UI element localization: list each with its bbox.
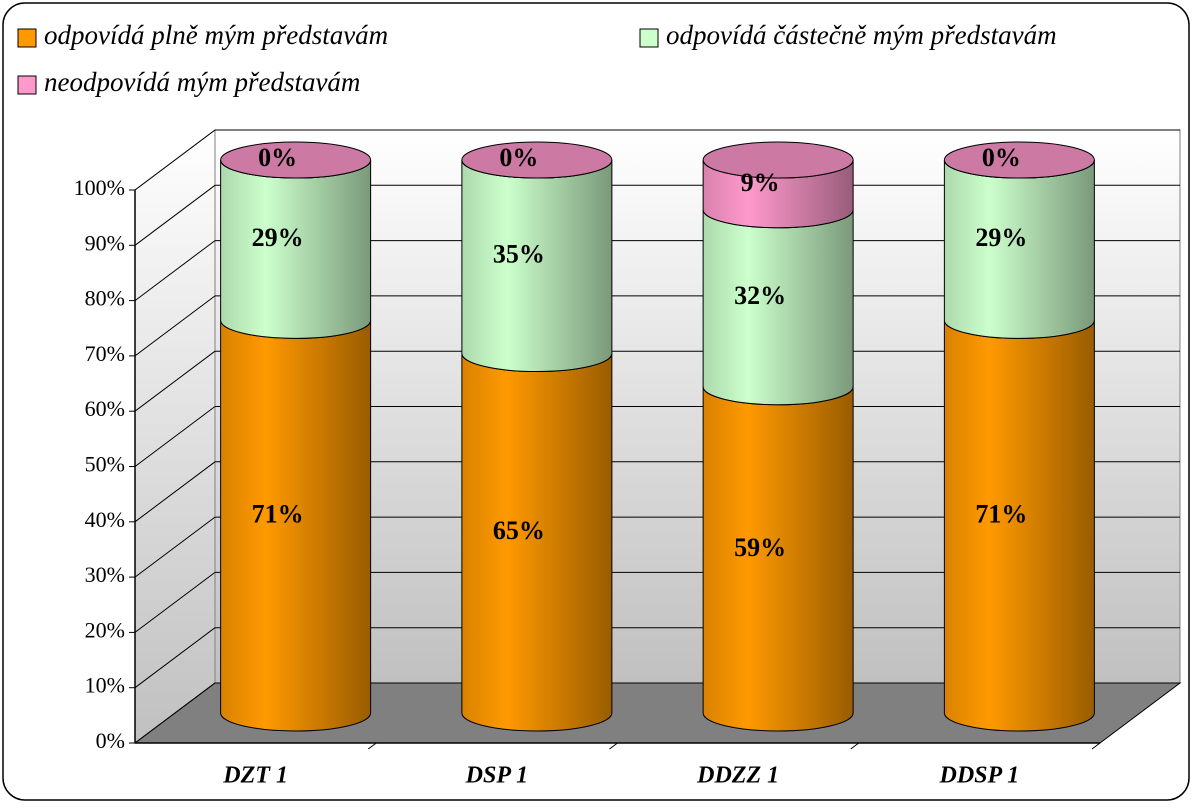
category-tick (367, 742, 377, 750)
bar-cap (220, 141, 372, 179)
value-label: 29% (252, 223, 304, 252)
legend-swatch (17, 28, 37, 48)
y-tick-label: 0% (96, 728, 125, 753)
value-label: 65% (493, 516, 545, 545)
x-tick-label: DZT 1 (222, 763, 288, 789)
value-label: 29% (975, 223, 1027, 252)
grid-line (134, 516, 216, 578)
value-label: 71% (975, 500, 1027, 529)
value-label: 71% (252, 500, 304, 529)
category-tick (609, 742, 618, 750)
category-tick (850, 742, 860, 750)
grid-line (134, 406, 216, 467)
x-tick-label: DDZZ 1 (696, 763, 779, 789)
legend-swatch (17, 75, 37, 95)
x-tick-label: DDSP 1 (938, 763, 1019, 789)
legend-label: neodpovídá mým představám (44, 67, 360, 97)
bar-cap (702, 141, 854, 179)
value-label: 0% (982, 143, 1021, 172)
y-tick-label: 60% (85, 396, 125, 421)
y-tick-label: 80% (85, 286, 125, 311)
value-label: 35% (493, 240, 545, 269)
grid-line (134, 295, 216, 357)
x-tick-label: DSP 1 (465, 763, 528, 789)
y-tick-label: 30% (85, 562, 125, 587)
legend-swatch (639, 28, 659, 48)
y-tick-label: 40% (85, 507, 125, 532)
grid-line (134, 627, 216, 689)
value-label: 0% (499, 143, 538, 172)
y-tick-label: 100% (74, 175, 125, 200)
grid-line (134, 184, 216, 246)
legend-label: odpovídá částečně mým představám (666, 20, 1057, 50)
bar-cap (461, 141, 613, 179)
grid-line (134, 461, 216, 523)
grid-line (134, 240, 216, 302)
legend-label: odpovídá plně mým představám (44, 20, 388, 50)
grid-line (134, 350, 216, 412)
bar-cap (943, 141, 1095, 179)
y-tick-label: 90% (85, 230, 125, 255)
grid-line (134, 682, 216, 744)
y-tick-label: 70% (85, 341, 125, 366)
value-label: 32% (734, 281, 786, 310)
y-tick-label: 50% (85, 452, 125, 477)
value-label: 0% (258, 143, 297, 172)
value-label: 59% (734, 533, 786, 562)
y-tick-label: 10% (85, 673, 125, 698)
grid-line (134, 129, 216, 191)
category-tick (1091, 742, 1101, 750)
grid-line (134, 572, 216, 633)
y-tick-label: 20% (85, 617, 125, 642)
value-label: 9% (741, 168, 780, 197)
